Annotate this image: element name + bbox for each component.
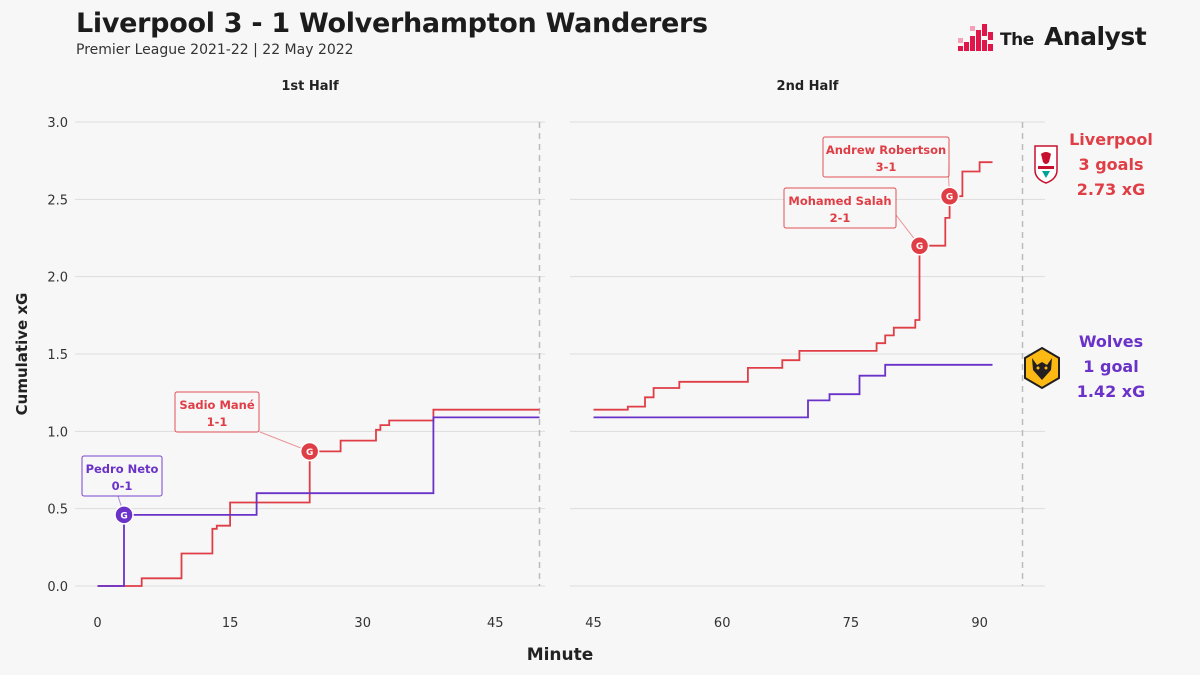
goal-score: 3-1 [876, 160, 897, 174]
brand-the: The [1000, 30, 1034, 50]
panel-title: 2nd Half [777, 79, 839, 94]
x-tick-label: 0 [93, 616, 101, 631]
the-analyst-logo: The Analyst [958, 18, 1148, 56]
chart-title: Liverpool 3 - 1 Wolverhampton Wanderers [76, 8, 708, 39]
away-team-goals: 1 goal [1083, 357, 1139, 376]
y-tick-label: 0.0 [47, 580, 68, 595]
y-tick-label: 0.5 [47, 503, 68, 518]
goal-scorer: Pedro Neto [86, 462, 159, 476]
home-team-xg: 2.73 xG [1076, 180, 1146, 199]
goal-marker [114, 505, 134, 525]
liverpool-xg-line [97, 408, 540, 587]
x-tick-label: 90 [971, 616, 988, 631]
liverpool-crest-icon [1034, 145, 1058, 184]
home-team-name: Liverpool [1069, 130, 1153, 149]
x-tick-label: 75 [843, 616, 860, 631]
x-tick-label: 45 [585, 616, 602, 631]
goal-marker-label: G [946, 193, 953, 203]
goal-label-box [81, 455, 163, 497]
crest-wolf-head [1032, 358, 1052, 380]
x-tick-label: 45 [487, 616, 504, 631]
wolves-xg-line [593, 363, 993, 419]
y-tick-label: 3.0 [47, 116, 68, 131]
y-axis-label: Cumulative xG [13, 293, 31, 416]
y-tick-label: 2.5 [47, 193, 68, 208]
goal-marker [299, 441, 320, 462]
away-team-summary: Wolves 1 goal 1.42 xG [1056, 329, 1166, 404]
goal-scorer: Sadio Mané [179, 398, 255, 412]
x-tick-label: 60 [714, 616, 731, 631]
goal-label-box [822, 136, 950, 178]
panel-title: 1st Half [281, 79, 339, 94]
goal-scorer: Andrew Robertson [826, 143, 946, 157]
crest-flame [1042, 171, 1050, 178]
goal-marker [939, 186, 960, 206]
goal-score: 0-1 [112, 479, 133, 493]
brand-name: Analyst [1043, 22, 1147, 51]
crest-wolf-eye [1036, 366, 1040, 370]
goal-marker-label: G [120, 511, 127, 521]
goal-marker-label: G [306, 448, 313, 458]
chart-subtitle: Premier League 2021-22 | 22 May 2022 [76, 42, 354, 58]
y-tick-label: 1.0 [47, 425, 68, 440]
y-tick-label: 1.5 [47, 348, 68, 363]
home-team-summary: Liverpool 3 goals 2.73 xG [1056, 127, 1166, 202]
wolves-crest-icon [1024, 346, 1060, 390]
crest-shield [1034, 145, 1058, 184]
x-axis-label: Minute [527, 645, 594, 665]
goal-label-box [783, 187, 897, 229]
wolves-xg-line [97, 416, 540, 587]
goal-label-box [174, 391, 260, 433]
crest-wolf-eye [1044, 366, 1048, 370]
goal-marker [909, 235, 930, 256]
goal-scorer: Mohamed Salah [788, 194, 891, 208]
away-team-name: Wolves [1078, 332, 1144, 351]
goal-score: 2-1 [830, 211, 851, 225]
home-team-goals: 3 goals [1078, 155, 1144, 174]
y-tick-label: 2.0 [47, 271, 68, 286]
liverpool-xg-line [593, 161, 993, 411]
x-tick-label: 30 [354, 616, 371, 631]
away-team-xg: 1.42 xG [1076, 382, 1146, 401]
analyst-logo-icon [958, 24, 993, 51]
crest-ribbon [1038, 166, 1054, 169]
crest-liverbird [1041, 152, 1051, 164]
goal-score: 1-1 [207, 415, 228, 429]
x-tick-label: 15 [222, 616, 239, 631]
goal-marker-label: G [916, 242, 923, 252]
